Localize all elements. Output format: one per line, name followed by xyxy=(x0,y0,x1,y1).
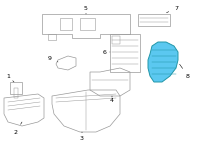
Text: 3: 3 xyxy=(80,132,84,141)
Text: 1: 1 xyxy=(6,74,14,82)
Text: 2: 2 xyxy=(14,122,22,135)
Text: 4: 4 xyxy=(110,96,114,102)
Text: 8: 8 xyxy=(180,64,190,78)
Text: 6: 6 xyxy=(103,50,110,55)
Text: 5: 5 xyxy=(84,5,88,14)
Text: 7: 7 xyxy=(166,5,178,13)
Polygon shape xyxy=(148,42,178,82)
Text: 9: 9 xyxy=(48,56,58,62)
